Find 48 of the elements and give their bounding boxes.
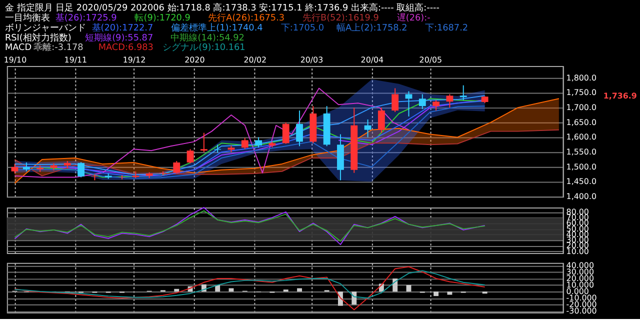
chart-title: 金 指定限月 日足 2020/05/29 202006 始:1718.8 高:1738.3 安:1715.1 終:1736.9 出来高:---- 取組高:---- bbox=[4, 2, 440, 14]
y-tick-label: 1,700.0 bbox=[566, 103, 596, 112]
y-tick-label: 40.000 bbox=[566, 260, 594, 270]
x-tick-label: 19/12 bbox=[122, 56, 146, 65]
text: 基(26):1725.9 bbox=[55, 12, 118, 24]
y-tick-label: 10.00 bbox=[566, 246, 589, 256]
y-tick-label: -30.000 bbox=[566, 306, 597, 316]
text: RSI(相対力指数) bbox=[4, 32, 72, 44]
text: 偏差標準上(1):1740.4 bbox=[171, 22, 264, 34]
y-tick-label: 20.000 bbox=[566, 274, 594, 283]
text: 一目均衡表 bbox=[4, 12, 50, 24]
y-tick-label: 1,650.0 bbox=[566, 118, 596, 127]
y-tick-label: 1,450.0 bbox=[566, 177, 596, 186]
y-tick-label: 1,750.0 bbox=[566, 88, 596, 98]
y-tick-label: 1,600.0 bbox=[566, 132, 596, 142]
y-tick-label: 80.00 bbox=[566, 207, 589, 216]
text: 1,736.9 bbox=[603, 92, 637, 101]
x-tick-label: 19/11 bbox=[64, 56, 88, 65]
text: 乖離:-3.178 bbox=[34, 42, 84, 54]
x-tick-label: 2020 bbox=[184, 56, 205, 65]
x-tick-label: 20/03 bbox=[300, 56, 324, 65]
text: 下:1705.0 bbox=[280, 23, 324, 34]
text: ボリンジャーバンド bbox=[4, 22, 86, 34]
y-tick-label: 0.000 bbox=[566, 286, 589, 296]
text: MACD:6.983 bbox=[98, 43, 154, 54]
y-tick-label: 1,500.0 bbox=[566, 162, 596, 172]
y-tick-label: 30.000 bbox=[566, 267, 594, 276]
x-tick-label: 20/04 bbox=[360, 56, 384, 65]
x-tick-label: 20/02 bbox=[244, 56, 267, 65]
text: 基(20):1722.7 bbox=[92, 22, 154, 34]
y-tick-label: -20.000 bbox=[566, 300, 597, 309]
x-tick-label: 20/05 bbox=[419, 56, 442, 65]
text: 遅(26):- bbox=[396, 12, 430, 24]
text: 中期線(14):54.92 bbox=[170, 32, 244, 44]
text: 下:1687.2 bbox=[424, 23, 468, 34]
text: 幅A上(2):1758.2 bbox=[336, 22, 408, 34]
y-tick-label: 1,550.0 bbox=[566, 148, 596, 157]
y-tick-label: -10.000 bbox=[566, 293, 597, 302]
text: 短期線(9):55.87 bbox=[85, 32, 154, 44]
text: シグナル(9):10.161 bbox=[162, 42, 246, 54]
y-tick-label: 1,800.0 bbox=[566, 73, 596, 82]
y-tick-label: 10.000 bbox=[566, 280, 594, 290]
text: 転(9):1720.9 bbox=[134, 12, 191, 24]
text: 先行B(52):1619.9 bbox=[302, 12, 380, 24]
text: MACD bbox=[4, 43, 32, 54]
y-tick-label: 1,400.0 bbox=[566, 192, 596, 202]
text: 先行A(26):1675.3 bbox=[208, 12, 285, 24]
x-tick-label: 19/10 bbox=[4, 56, 27, 65]
